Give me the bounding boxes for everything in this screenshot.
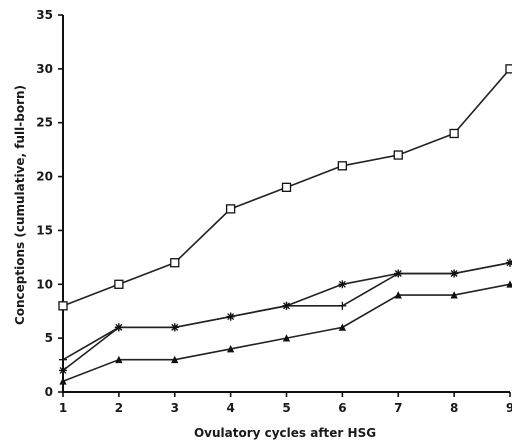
data-point-square	[505, 64, 512, 74]
data-point-square	[393, 150, 403, 160]
data-point-square	[58, 301, 68, 311]
data-point-triangle	[226, 345, 235, 353]
data-point-plus	[59, 355, 67, 364]
x-tick-label: 4	[226, 401, 234, 415]
y-tick-label: 0	[45, 385, 53, 399]
series-line-plus	[62, 261, 511, 361]
data-point-square	[170, 258, 180, 268]
y-tick-label: 30	[36, 62, 53, 76]
data-point-square	[114, 279, 124, 289]
data-point-plus	[282, 301, 291, 310]
data-point-square	[225, 204, 236, 214]
data-point-triangle	[59, 377, 67, 385]
data-point-plus	[450, 269, 459, 278]
x-tick-label: 7	[394, 401, 402, 415]
x-tick-label: 1	[59, 401, 67, 415]
data-point-plus	[506, 258, 512, 267]
data-point-plus	[394, 269, 403, 278]
data-point-square	[337, 161, 348, 171]
data-point-plus	[338, 301, 347, 310]
y-tick-label: 5	[45, 331, 53, 345]
x-tick-label: 5	[282, 401, 290, 415]
data-point-triangle	[338, 323, 347, 331]
x-tick-label: 3	[171, 401, 179, 415]
y-tick-label: 10	[36, 277, 53, 291]
data-point-plus	[226, 312, 235, 321]
data-point-star	[59, 366, 67, 375]
x-tick-label: 8	[450, 401, 458, 415]
data-point-square	[449, 128, 459, 139]
y-tick-label: 20	[36, 170, 53, 184]
data-point-triangle	[282, 334, 291, 342]
x-tick-label: 9	[506, 401, 512, 415]
series-line-star	[62, 261, 511, 372]
y-tick-label: 25	[36, 116, 53, 130]
data-point-plus	[170, 323, 179, 332]
x-tick-label: 2	[115, 401, 123, 415]
y-tick-label: 35	[36, 8, 53, 22]
series-line-triangle	[62, 283, 511, 382]
y-axis-label: Conceptions (cumulative, full-born)	[13, 85, 27, 325]
x-axis-label: Ovulatory cycles after HSG	[194, 426, 376, 440]
data-point-square	[281, 182, 292, 192]
data-point-triangle	[171, 355, 179, 364]
x-tick-label: 6	[338, 401, 346, 415]
data-point-star	[338, 280, 347, 289]
data-point-triangle	[450, 291, 458, 299]
data-point-triangle	[394, 291, 402, 299]
data-point-triangle	[115, 355, 123, 364]
y-tick-label: 15	[36, 223, 53, 237]
data-point-plus	[114, 323, 123, 332]
